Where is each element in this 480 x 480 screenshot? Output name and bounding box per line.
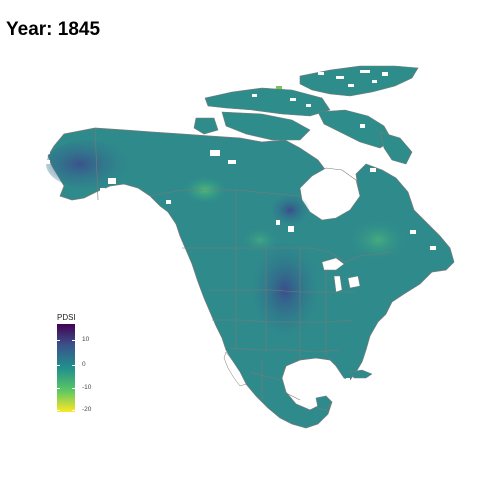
- legend-tickmark: [72, 410, 75, 411]
- legend-tick-label: -10: [82, 384, 92, 391]
- legend-colorbar: [57, 324, 75, 412]
- pdsi-legend: PDSI 10 0 -10 -20: [56, 313, 116, 413]
- arctic-islands: [193, 65, 419, 165]
- legend-tickmark: [72, 388, 75, 389]
- yucatan: [315, 395, 333, 411]
- legend-tick-label: 0: [82, 361, 86, 368]
- legend-tickmark: [57, 410, 60, 411]
- great-lakes: [321, 257, 361, 293]
- political-borders: [94, 127, 393, 401]
- legend-tickmark: [72, 365, 75, 366]
- legend-tickmark: [57, 365, 60, 366]
- legend-tick-label: 10: [82, 336, 90, 343]
- legend-tick-label: -20: [82, 406, 92, 413]
- legend-tickmark: [57, 388, 60, 389]
- manitoba-wet-zone: [270, 194, 310, 226]
- legend-tickmark: [72, 340, 75, 341]
- missing-data-cells: [44, 150, 436, 382]
- alaska-wet-zone: [46, 140, 130, 188]
- arctic-dry-spot: [276, 86, 282, 89]
- legend-title: PDSI: [57, 313, 76, 322]
- arctic-gaps: [252, 70, 388, 128]
- plains-wet-zone: [251, 242, 319, 338]
- legend-tickmark: [57, 340, 60, 341]
- baja-gulf: [223, 351, 247, 387]
- map-title: Year: 1845: [6, 19, 101, 40]
- cuba: [349, 369, 373, 379]
- quebec-dry-zone: [350, 220, 406, 260]
- central-dry-zone: [242, 228, 278, 252]
